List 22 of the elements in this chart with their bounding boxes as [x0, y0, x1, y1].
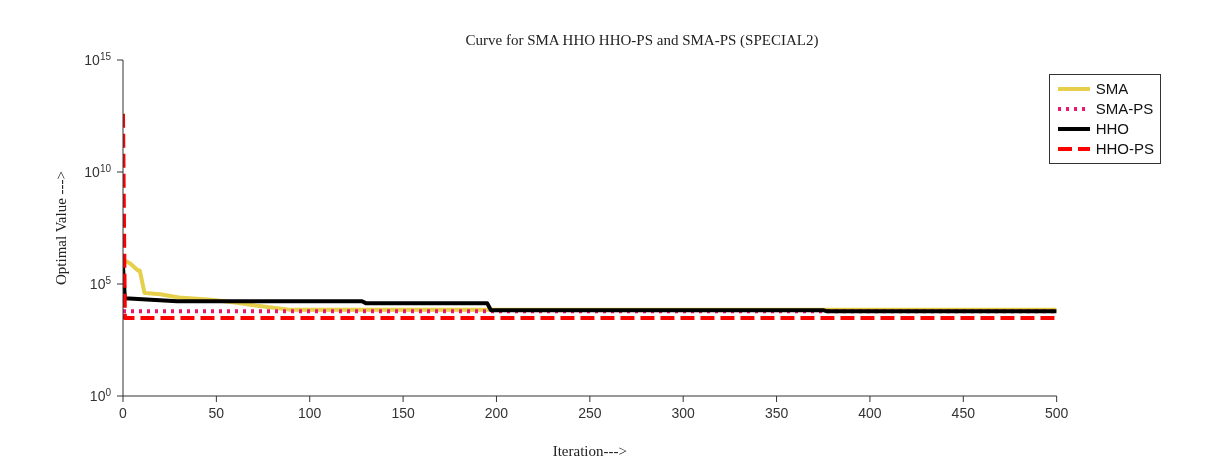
y-tick-label: 10$^{5}$: [89, 274, 112, 292]
y-tick-label: 10$^{15}$: [84, 50, 112, 68]
x-tick-label: 450: [951, 405, 976, 421]
x-tick-label: 100: [298, 405, 322, 421]
x-tick-label: 350: [764, 405, 789, 421]
x-axis-title: Iteration--->: [552, 443, 627, 459]
legend-label: HHO-PS: [1095, 139, 1154, 159]
x-tick-label: 250: [578, 405, 602, 421]
x-tick-label: 200: [484, 405, 509, 421]
x-tick-label: 150: [391, 405, 415, 421]
legend-label: HHO: [1095, 119, 1129, 139]
chart-title: Curve for SMA HHO HHO-PS and SMA-PS (SPECIAL2): [464, 32, 820, 49]
y-tick-label: 10$^{10}$: [84, 162, 112, 180]
legend-label: SMA-PS: [1095, 99, 1154, 119]
x-tick-label: 500: [1044, 405, 1069, 421]
legend-label: SMA: [1095, 79, 1129, 99]
y-tick-label: 10$^{0}$: [89, 386, 112, 404]
x-tick-label: 0: [119, 405, 128, 421]
x-tick-label: 400: [858, 405, 882, 421]
x-tick-label: 50: [208, 405, 225, 421]
x-tick-label: 300: [671, 405, 696, 421]
y-axis-title: Optimal Value --->: [53, 171, 70, 285]
